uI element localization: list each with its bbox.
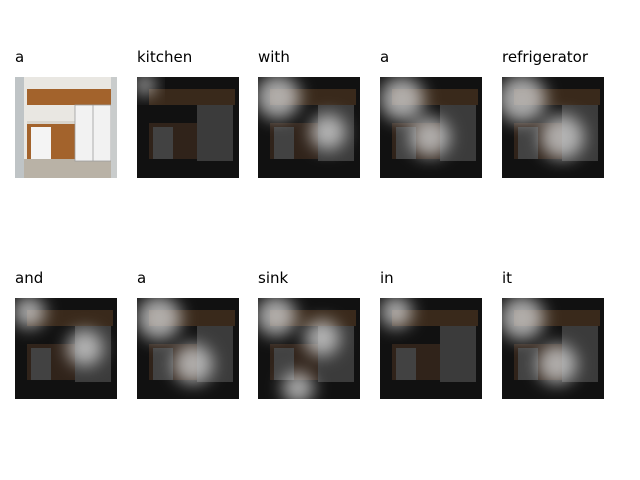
- door-frame: [15, 77, 24, 178]
- attention-glow: [380, 77, 450, 157]
- attention-map-image: [137, 298, 239, 399]
- attention-glow: [15, 298, 103, 366]
- attention-map-image: [258, 298, 360, 399]
- word-cell: with: [258, 48, 361, 188]
- word-cell: sink: [258, 269, 361, 409]
- thumb-graphic: [137, 77, 239, 178]
- countertop: [27, 121, 75, 124]
- thumb-graphic: [15, 77, 117, 178]
- attention-glow: [502, 298, 577, 384]
- word-cell: a: [137, 269, 240, 409]
- word-cell: in: [380, 269, 483, 409]
- word-caption: a: [15, 48, 25, 66]
- attention-glow: [137, 77, 155, 95]
- attention-map-image: [380, 77, 482, 178]
- faint-kitchen: [27, 310, 113, 382]
- word-cell: kitchen: [137, 48, 240, 188]
- word-caption: in: [380, 269, 394, 287]
- stove: [31, 127, 51, 159]
- word-caption: a: [380, 48, 390, 66]
- word-caption: a: [137, 269, 147, 287]
- word-caption: sink: [258, 269, 289, 287]
- attention-map-image: [137, 77, 239, 178]
- word-caption: kitchen: [137, 48, 193, 66]
- upper-cabinets: [27, 89, 113, 105]
- word-caption: it: [502, 269, 513, 287]
- attention-map-image: [502, 77, 604, 178]
- thumb-graphic: [258, 298, 360, 399]
- word-cell: a: [380, 48, 483, 188]
- attention-glow: [502, 77, 584, 159]
- word-cell: it: [502, 269, 605, 409]
- thumb-graphic: [502, 298, 604, 399]
- word-cell: refrigerator: [502, 48, 605, 188]
- thumb-graphic: [258, 77, 360, 178]
- attention-glow: [137, 298, 213, 384]
- thumb-graphic: [15, 298, 117, 399]
- faint-kitchen: [392, 310, 478, 382]
- attention-glow: [258, 298, 340, 399]
- attention-map-image: [502, 298, 604, 399]
- thumb-graphic: [380, 298, 482, 399]
- thumb-graphic: [380, 77, 482, 178]
- word-caption: and: [15, 269, 44, 287]
- word-caption: with: [258, 48, 290, 66]
- word-cell: and: [15, 269, 118, 409]
- attention-map-image: [258, 77, 360, 178]
- thumb-graphic: [502, 77, 604, 178]
- word-caption: refrigerator: [502, 48, 589, 66]
- wall-edge: [111, 77, 117, 178]
- attention-map-image: [380, 298, 482, 399]
- attention-glow: [258, 77, 346, 150]
- original-kitchen-image: [15, 77, 117, 178]
- attention-map-image: [15, 298, 117, 399]
- word-cell: a: [15, 48, 118, 188]
- thumb-graphic: [137, 298, 239, 399]
- floor: [15, 159, 117, 178]
- faint-kitchen: [149, 89, 235, 161]
- attention-glow: [380, 298, 412, 328]
